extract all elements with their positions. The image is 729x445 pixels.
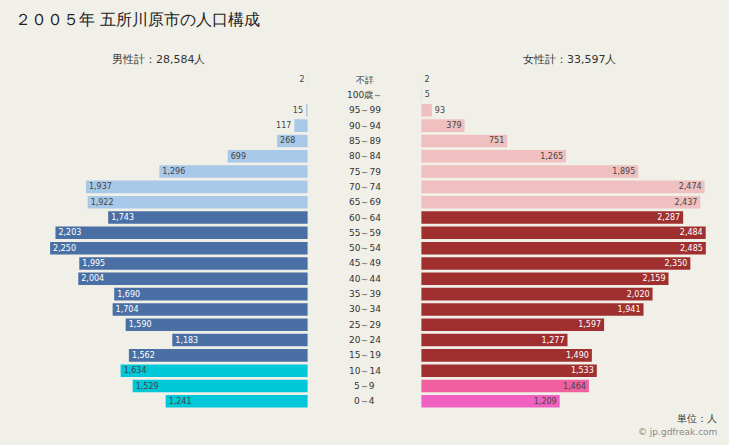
svg-text:2,485: 2,485 <box>680 244 703 253</box>
svg-text:751: 751 <box>489 136 504 145</box>
svg-text:2,350: 2,350 <box>664 259 687 268</box>
svg-text:5: 5 <box>425 90 430 99</box>
svg-text:２００５年 五所川原市の人口構成: ２００５年 五所川原市の人口構成 <box>15 10 260 29</box>
svg-text:15: 15 <box>293 106 303 115</box>
svg-text:0～4: 0～4 <box>354 396 375 406</box>
svg-text:1,941: 1,941 <box>618 305 641 314</box>
svg-text:2: 2 <box>424 75 429 84</box>
svg-text:268: 268 <box>280 136 295 145</box>
svg-text:70～74: 70～74 <box>349 182 381 192</box>
svg-text:30～34: 30～34 <box>349 304 381 314</box>
svg-text:1,743: 1,743 <box>111 213 134 222</box>
svg-text:15～19: 15～19 <box>349 350 381 360</box>
svg-text:1,937: 1,937 <box>89 182 112 191</box>
svg-text:1,296: 1,296 <box>162 167 185 176</box>
svg-text:2: 2 <box>299 75 304 84</box>
svg-text:1,895: 1,895 <box>612 167 635 176</box>
svg-text:1,922: 1,922 <box>91 198 114 207</box>
svg-text:2,484: 2,484 <box>680 228 703 237</box>
svg-text:2,203: 2,203 <box>58 228 81 237</box>
svg-text:2,250: 2,250 <box>53 244 76 253</box>
svg-text:5～9: 5～9 <box>354 381 375 391</box>
svg-text:35～39: 35～39 <box>349 289 381 299</box>
svg-text:1,209: 1,209 <box>534 397 557 406</box>
svg-text:20～24: 20～24 <box>349 335 381 345</box>
svg-text:90～94: 90～94 <box>349 121 381 131</box>
svg-text:50～54: 50～54 <box>349 243 381 253</box>
svg-text:1,590: 1,590 <box>129 320 152 329</box>
svg-text:65～69: 65～69 <box>349 197 381 207</box>
svg-text:75～79: 75～79 <box>349 167 381 177</box>
svg-text:45～49: 45～49 <box>349 258 381 268</box>
svg-text:2,287: 2,287 <box>657 213 680 222</box>
svg-text:40～44: 40～44 <box>349 274 381 284</box>
svg-text:2,474: 2,474 <box>679 182 702 191</box>
svg-text:1,265: 1,265 <box>540 152 563 161</box>
svg-text:1,995: 1,995 <box>82 259 105 268</box>
svg-text:117: 117 <box>276 121 291 130</box>
svg-text:25～29: 25～29 <box>349 320 381 330</box>
svg-text:2,437: 2,437 <box>674 198 697 207</box>
svg-text:1,690: 1,690 <box>117 290 140 299</box>
svg-text:1,529: 1,529 <box>136 382 159 391</box>
svg-text:1,464: 1,464 <box>563 382 586 391</box>
svg-text:2,159: 2,159 <box>643 274 666 283</box>
svg-text:93: 93 <box>435 106 445 115</box>
svg-text:10～14: 10～14 <box>349 366 381 376</box>
svg-text:699: 699 <box>231 152 246 161</box>
svg-text:1,533: 1,533 <box>571 366 594 375</box>
svg-text:60～64: 60～64 <box>349 213 381 223</box>
svg-text:1,183: 1,183 <box>175 336 198 345</box>
svg-text:男性計：28,584人: 男性計：28,584人 <box>112 53 206 66</box>
svg-text:2,020: 2,020 <box>627 290 650 299</box>
svg-text:1,634: 1,634 <box>124 366 147 375</box>
svg-text:379: 379 <box>446 121 461 130</box>
svg-text:95～99: 95～99 <box>349 105 381 115</box>
svg-text:85～89: 85～89 <box>349 136 381 146</box>
svg-text:1,241: 1,241 <box>169 397 192 406</box>
svg-text:単位：人: 単位：人 <box>677 413 717 424</box>
svg-text:80～84: 80～84 <box>349 151 381 161</box>
svg-text:1,704: 1,704 <box>116 305 139 314</box>
svg-text:1,562: 1,562 <box>132 351 155 360</box>
svg-text:55～59: 55～59 <box>349 228 381 238</box>
svg-text:女性計：33,597人: 女性計：33,597人 <box>523 53 617 66</box>
svg-text:© jp.gdfreak.com: © jp.gdfreak.com <box>638 427 717 437</box>
svg-text:1,277: 1,277 <box>542 336 565 345</box>
svg-text:1,597: 1,597 <box>578 320 601 329</box>
svg-text:100歳～: 100歳～ <box>347 90 382 100</box>
svg-text:1,490: 1,490 <box>566 351 589 360</box>
svg-text:不詳: 不詳 <box>356 75 374 85</box>
svg-text:2,004: 2,004 <box>81 274 104 283</box>
